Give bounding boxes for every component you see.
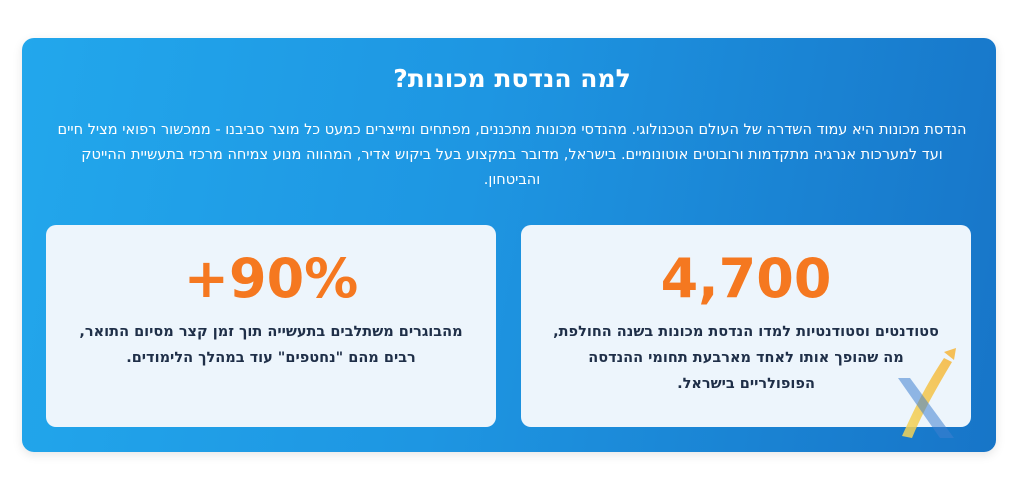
stat-description: מהבוגרים משתלבים בתעשייה תוך זמן קצר מסי… bbox=[79, 324, 463, 366]
section-intro: הנדסת מכונות היא עמוד השדרה של העולם הטכ… bbox=[57, 122, 967, 188]
stat-number: +90% bbox=[183, 247, 359, 310]
stat-box-graduates: +90% מהבוגרים משתלבים בתעשייה תוך זמן קצ… bbox=[46, 225, 496, 427]
stat-box-students: 4,700 סטודנטים וסטודנטיות למדו הנדסת מכו… bbox=[521, 225, 971, 427]
stat-number: 4,700 bbox=[660, 247, 832, 310]
stat-description: סטודנטים וסטודנטיות למדו הנדסת מכונות בש… bbox=[553, 324, 939, 392]
section-title: למה הנדסת מכונות? bbox=[393, 64, 631, 93]
